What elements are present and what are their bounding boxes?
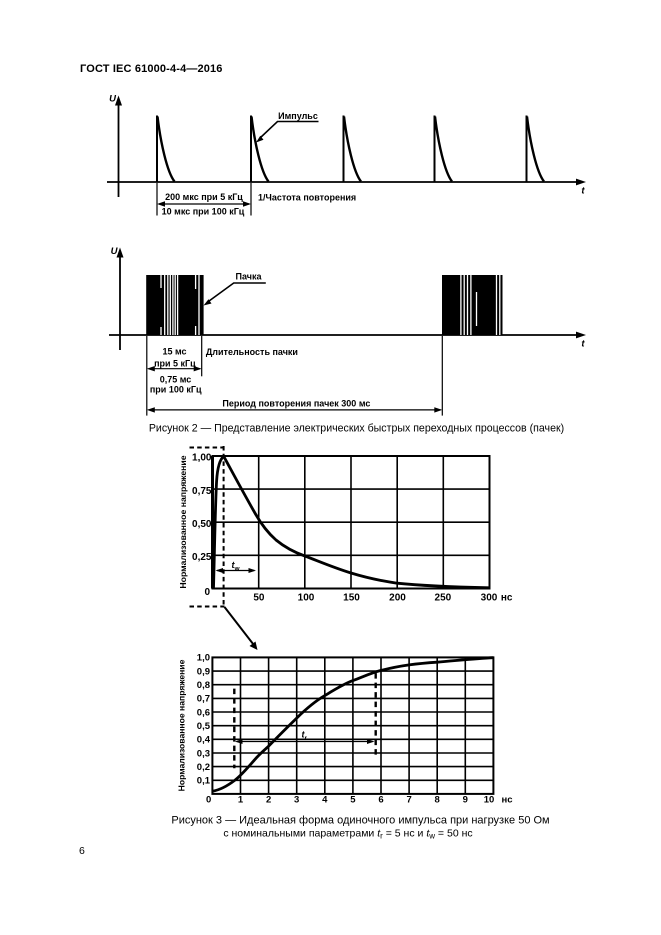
svg-text:t: t [302,730,306,740]
svg-text:10 мкс при 100 кГц: 10 мкс при 100 кГц [162,207,245,217]
svg-text:t: t [581,339,585,350]
svg-text:0,25: 0,25 [192,552,212,563]
svg-text:Пачка: Пачка [236,272,263,282]
svg-text:1/Частота повторения: 1/Частота повторения [258,193,356,203]
svg-text:U: U [109,94,117,105]
svg-text:ГОСТ IEC 61000-4-4—2016: ГОСТ IEC 61000-4-4—2016 [80,63,223,75]
svg-text:r: r [305,735,308,742]
svg-text:0,3: 0,3 [197,748,210,759]
svg-text:0,9: 0,9 [197,666,210,677]
svg-text:0,75: 0,75 [192,486,212,497]
svg-text:Период повторения пачек 300 мс: Период повторения пачек 300 мс [222,399,370,409]
svg-text:2: 2 [266,795,271,806]
svg-text:300: 300 [481,592,498,603]
svg-text:t: t [581,186,585,197]
svg-text:3: 3 [294,795,299,806]
svg-text:Рисунок 3 — Идеальная форма од: Рисунок 3 — Идеальная форма одиночного и… [171,815,549,827]
svg-text:0,1: 0,1 [197,776,211,787]
svg-text:t: t [232,560,236,570]
svg-text:0,2: 0,2 [197,762,210,773]
svg-text:6: 6 [378,795,383,806]
svg-text:Нормализованное напряжение: Нормализованное напряжение [178,455,188,588]
svg-text:1,00: 1,00 [192,453,212,464]
svg-text:0: 0 [204,587,210,598]
svg-text:1,0: 1,0 [197,653,210,664]
svg-text:0,4: 0,4 [197,735,211,746]
svg-text:w: w [234,566,241,573]
svg-text:нс: нс [501,795,512,806]
svg-text:0: 0 [206,795,211,806]
svg-text:8: 8 [435,795,440,806]
svg-text:10: 10 [484,795,495,806]
svg-text:U: U [111,246,119,257]
svg-text:6: 6 [79,845,85,857]
svg-text:50: 50 [253,592,265,603]
svg-text:1: 1 [238,795,244,806]
svg-text:Длительность пачки: Длительность пачки [206,347,298,357]
svg-text:Импульс: Импульс [278,111,318,121]
svg-text:100: 100 [298,592,315,603]
svg-text:250: 250 [435,592,452,603]
svg-text:5: 5 [350,795,356,806]
svg-text:0,50: 0,50 [192,519,212,530]
svg-text:200: 200 [389,592,406,603]
svg-text:0,6: 0,6 [197,707,210,718]
svg-text:0,8: 0,8 [197,680,210,691]
svg-text:Рисунок 2 — Представление элек: Рисунок 2 — Представление электрических … [149,422,564,434]
svg-text:нс: нс [501,592,513,603]
svg-text:200 мкс при 5 кГц: 200 мкс при 5 кГц [165,192,243,202]
svg-text:0,5: 0,5 [197,721,211,732]
svg-text:7: 7 [406,795,411,806]
svg-text:150: 150 [343,592,360,603]
svg-text:с номинальными параметрами tr: с номинальными параметрами tr = 5 нс и t… [223,828,472,841]
svg-text:при 5 кГц: при 5 кГц [154,358,196,368]
svg-text:9: 9 [463,795,468,806]
svg-text:15 мс: 15 мс [162,347,186,357]
svg-text:0,7: 0,7 [197,694,210,705]
svg-text:4: 4 [322,795,328,806]
svg-text:0,75 мс: 0,75 мс [160,375,192,385]
svg-text:при 100 кГц: при 100 кГц [150,385,202,395]
svg-text:Нормализованное напряжение: Нормализованное напряжение [177,659,187,791]
